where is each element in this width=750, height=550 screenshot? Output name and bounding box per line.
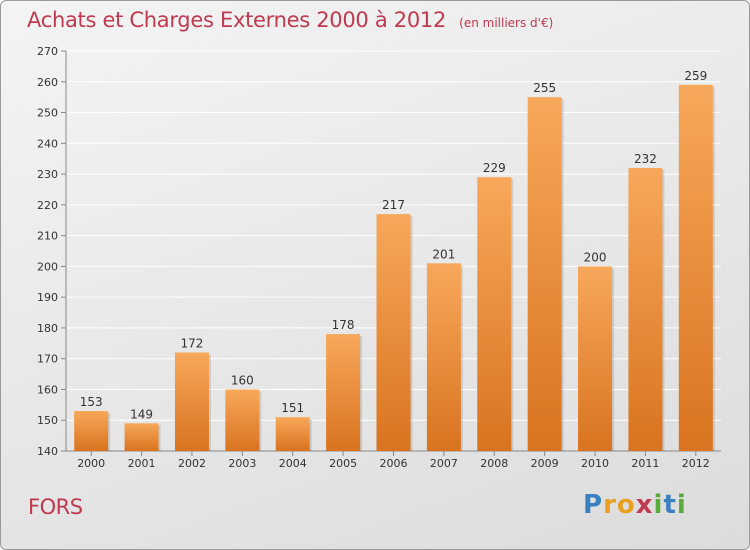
bar-2011 bbox=[628, 167, 663, 451]
x-tick-label: 2010 bbox=[581, 457, 609, 470]
labels: 140 150 160 170 180 190 200 210 220 230 240 250 260 2… bbox=[37, 45, 710, 470]
title-row: Achats et Charges Externes 2000 à 2012 (… bbox=[27, 8, 553, 32]
data-label: 160 bbox=[231, 373, 254, 387]
logo-letter: t bbox=[663, 490, 677, 520]
bar-2009 bbox=[527, 97, 562, 452]
proxiti-logo[interactable]: Proxiti bbox=[583, 490, 687, 520]
x-tick-label: 2012 bbox=[682, 457, 710, 470]
y-tick-label: 240 bbox=[37, 137, 58, 150]
y-tick-label: 190 bbox=[37, 291, 58, 304]
bar-2008 bbox=[477, 177, 512, 451]
x-tick-label: 2007 bbox=[430, 457, 458, 470]
y-tick-label: 150 bbox=[37, 414, 58, 427]
y-tick-label: 260 bbox=[37, 76, 58, 89]
data-label: 172 bbox=[181, 337, 204, 351]
y-tick-label: 220 bbox=[37, 199, 58, 212]
data-label: 153 bbox=[80, 395, 103, 409]
y-tick-label: 270 bbox=[37, 45, 58, 58]
chart-subtitle: (en milliers d'€) bbox=[459, 16, 554, 30]
logo-letter: o bbox=[616, 490, 636, 520]
logo-letter: x bbox=[635, 490, 654, 520]
bar-2010 bbox=[578, 266, 613, 451]
x-tick-label: 2011 bbox=[631, 457, 659, 470]
data-label: 178 bbox=[332, 318, 355, 332]
bars bbox=[74, 84, 715, 452]
data-label: 232 bbox=[634, 152, 657, 166]
bar-2006 bbox=[376, 214, 411, 451]
town-name: FORS bbox=[28, 495, 83, 519]
y-tick-label: 210 bbox=[37, 230, 58, 243]
bar-2000 bbox=[74, 411, 109, 451]
logo-letter: i bbox=[653, 490, 664, 520]
data-label: 259 bbox=[684, 69, 707, 83]
logo-letter: r bbox=[603, 490, 617, 520]
chart-title: Achats et Charges Externes 2000 à 2012 bbox=[27, 8, 447, 32]
y-tick-label: 180 bbox=[37, 322, 58, 335]
data-label: 201 bbox=[432, 247, 455, 261]
x-tick-label: 2008 bbox=[480, 457, 508, 470]
data-label: 229 bbox=[483, 161, 506, 175]
data-label: 217 bbox=[382, 198, 405, 212]
y-tick-label: 160 bbox=[37, 383, 58, 396]
bar-2001 bbox=[124, 423, 159, 451]
x-tick-label: 2009 bbox=[531, 457, 559, 470]
data-label: 151 bbox=[281, 401, 304, 415]
x-tick-label: 2004 bbox=[279, 457, 307, 470]
y-tick-label: 200 bbox=[37, 260, 58, 273]
logo-letter: i bbox=[676, 490, 687, 520]
bar-2007 bbox=[426, 263, 461, 451]
x-tick-label: 2002 bbox=[178, 457, 206, 470]
data-label: 200 bbox=[584, 250, 607, 264]
y-tick-label: 230 bbox=[37, 168, 58, 181]
bar-2002 bbox=[174, 352, 209, 451]
y-tick-label: 170 bbox=[37, 353, 58, 366]
bar-2003 bbox=[225, 389, 260, 451]
bar-2012 bbox=[678, 84, 713, 451]
logo-letter: P bbox=[583, 490, 604, 520]
data-label: 255 bbox=[533, 81, 556, 95]
x-tick-label: 2005 bbox=[329, 457, 357, 470]
y-tick-label: 250 bbox=[37, 107, 58, 120]
x-tick-label: 2006 bbox=[380, 457, 408, 470]
x-tick-label: 2001 bbox=[128, 457, 156, 470]
y-tick-label: 140 bbox=[37, 445, 58, 458]
data-label: 149 bbox=[130, 407, 153, 421]
bar-2004 bbox=[275, 417, 310, 451]
bar-2005 bbox=[326, 334, 361, 451]
x-tick-label: 2000 bbox=[77, 457, 105, 470]
x-tick-label: 2003 bbox=[228, 457, 256, 470]
